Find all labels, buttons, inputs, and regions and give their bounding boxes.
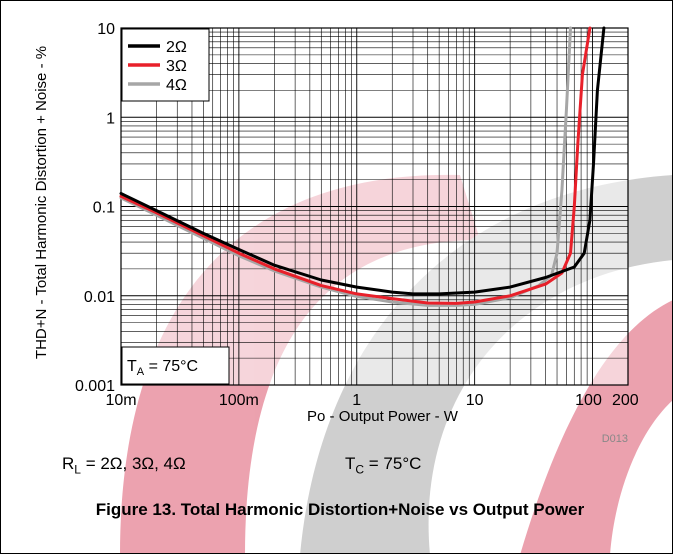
x-axis-label: Po - Output Power - W (307, 408, 459, 425)
rl-values: = 2Ω, 3Ω, 4Ω (80, 454, 186, 473)
series-line-3Ω (119, 26, 592, 305)
figure-caption: Figure 13. Total Harmonic Distortion+Noi… (95, 500, 585, 519)
annotation-box (121, 346, 230, 385)
y-tick-label: 0.1 (93, 200, 115, 217)
x-tick-label: 10m (105, 392, 136, 409)
annotation-symbol: T (127, 358, 137, 375)
x-tick-label: 100 (575, 392, 602, 409)
y-tick-label: 0.001 (75, 378, 115, 395)
series-line-4Ω (119, 26, 572, 307)
case-temperature: TC = 75°C (345, 454, 421, 476)
rl-subscript: L (74, 462, 81, 477)
thd-chart: 10m 100m 1 10 100 200 10 1 0.1 0.01 0.001 Po - Outp… (33, 21, 639, 445)
annotation-subscript: A (137, 366, 145, 378)
series-line-2Ω (119, 26, 606, 296)
y-axis-label: THD+N - Total Harmonic Distortion + Nois… (33, 46, 50, 359)
rl-symbol: R (62, 454, 75, 473)
x-tick-label: 200 (612, 392, 639, 409)
annotation-value: = 75°C (144, 358, 198, 375)
load-condition: RL = 2Ω, 3Ω, 4Ω (62, 454, 186, 476)
x-tick-label: 10 (466, 392, 484, 409)
y-tick-label: 0.01 (84, 289, 115, 306)
legend-label: 4Ω (166, 77, 187, 94)
tc-value: = 75°C (364, 454, 422, 473)
x-tick-label: 1 (352, 392, 361, 409)
annotation-text: TA = 75°C (127, 358, 198, 378)
watermark-red-swash (520, 300, 673, 554)
tc-subscript: C (355, 462, 365, 477)
legend: 2Ω 3Ω 4Ω (121, 28, 210, 102)
tc-symbol: T (345, 454, 356, 473)
legend-label: 3Ω (166, 58, 187, 75)
y-tick-label: 1 (106, 110, 115, 127)
x-tick-label: 100m (219, 392, 259, 409)
y-tick-label: 10 (97, 21, 115, 38)
legend-label: 2Ω (166, 39, 187, 56)
figure-id: D013 (602, 433, 628, 445)
plot-border (120, 27, 629, 386)
